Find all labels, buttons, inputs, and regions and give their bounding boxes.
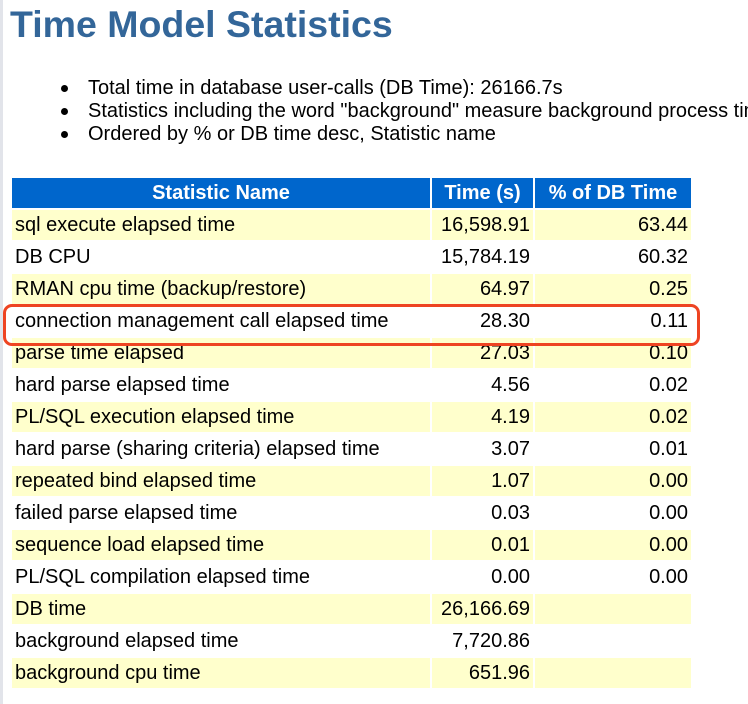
column-header-statistic-name: Statistic Name: [12, 178, 430, 208]
bullet-icon: [61, 131, 68, 138]
pct-db-time-cell: 60.32: [535, 242, 691, 272]
time-cell: 7,720.86: [432, 626, 533, 656]
bullet-icon: [61, 108, 68, 115]
notes-list: Total time in database user-calls (DB Ti…: [60, 77, 748, 146]
statistic-name-cell: failed parse elapsed time: [12, 498, 430, 528]
table-row-highlighted: connection management call elapsed time …: [12, 306, 691, 336]
time-cell: 15,784.19: [432, 242, 533, 272]
statistic-name-cell: connection management call elapsed time: [12, 306, 430, 336]
time-cell: 28.30: [432, 306, 533, 336]
time-cell: 1.07: [432, 466, 533, 496]
table-row: repeated bind elapsed time 1.07 0.00: [12, 466, 691, 496]
time-model-table: Statistic Name Time (s) % of DB Time sql…: [10, 176, 693, 690]
time-cell: 4.56: [432, 370, 533, 400]
page-left-edge: [0, 0, 3, 704]
table-row: hard parse elapsed time 4.56 0.02: [12, 370, 691, 400]
note-text: Ordered by % or DB time desc, Statistic …: [88, 123, 496, 145]
note-text: Statistics including the word "backgroun…: [88, 100, 748, 122]
time-cell: 16,598.91: [432, 210, 533, 240]
pct-db-time-cell: [535, 658, 691, 688]
statistic-name-cell: hard parse (sharing criteria) elapsed ti…: [12, 434, 430, 464]
time-cell: 26,166.69: [432, 594, 533, 624]
statistic-name-cell: hard parse elapsed time: [12, 370, 430, 400]
table-row: PL/SQL compilation elapsed time 0.00 0.0…: [12, 562, 691, 592]
table-row: parse time elapsed 27.03 0.10: [12, 338, 691, 368]
pct-db-time-cell: 0.02: [535, 402, 691, 432]
note-item: Statistics including the word "backgroun…: [60, 100, 748, 123]
table-row: PL/SQL execution elapsed time 4.19 0.02: [12, 402, 691, 432]
statistic-name-cell: sequence load elapsed time: [12, 530, 430, 560]
table-row: background cpu time 651.96: [12, 658, 691, 688]
time-cell: 0.00: [432, 562, 533, 592]
time-cell: 27.03: [432, 338, 533, 368]
pct-db-time-cell: [535, 594, 691, 624]
time-cell: 3.07: [432, 434, 533, 464]
column-header-pct-db-time: % of DB Time: [535, 178, 691, 208]
pct-db-time-cell: 0.00: [535, 530, 691, 560]
time-cell: 4.19: [432, 402, 533, 432]
pct-db-time-cell: 0.25: [535, 274, 691, 304]
table-row: sql execute elapsed time 16,598.91 63.44: [12, 210, 691, 240]
time-cell: 651.96: [432, 658, 533, 688]
column-header-time: Time (s): [432, 178, 533, 208]
statistic-name-cell: sql execute elapsed time: [12, 210, 430, 240]
time-cell: 64.97: [432, 274, 533, 304]
statistic-name-cell: PL/SQL execution elapsed time: [12, 402, 430, 432]
table-row: failed parse elapsed time 0.03 0.00: [12, 498, 691, 528]
time-cell: 0.01: [432, 530, 533, 560]
pct-db-time-cell: [535, 626, 691, 656]
table-row: hard parse (sharing criteria) elapsed ti…: [12, 434, 691, 464]
table-row: sequence load elapsed time 0.01 0.00: [12, 530, 691, 560]
table-header-row: Statistic Name Time (s) % of DB Time: [12, 178, 691, 208]
pct-db-time-cell: 0.10: [535, 338, 691, 368]
pct-db-time-cell: 0.00: [535, 562, 691, 592]
pct-db-time-cell: 0.00: [535, 466, 691, 496]
statistic-name-cell: PL/SQL compilation elapsed time: [12, 562, 430, 592]
statistic-name-cell: parse time elapsed: [12, 338, 430, 368]
note-item: Total time in database user-calls (DB Ti…: [60, 77, 748, 100]
statistic-name-cell: DB time: [12, 594, 430, 624]
statistic-name-cell: repeated bind elapsed time: [12, 466, 430, 496]
table-row: background elapsed time 7,720.86: [12, 626, 691, 656]
pct-db-time-cell: 0.00: [535, 498, 691, 528]
note-item: Ordered by % or DB time desc, Statistic …: [60, 123, 748, 146]
pct-db-time-cell: 0.01: [535, 434, 691, 464]
statistic-name-cell: RMAN cpu time (backup/restore): [12, 274, 430, 304]
page-title: Time Model Statistics: [10, 3, 393, 45]
note-text: Total time in database user-calls (DB Ti…: [88, 77, 563, 99]
pct-db-time-cell: 63.44: [535, 210, 691, 240]
statistic-name-cell: background elapsed time: [12, 626, 430, 656]
pct-db-time-cell: 0.02: [535, 370, 691, 400]
time-cell: 0.03: [432, 498, 533, 528]
statistic-name-cell: background cpu time: [12, 658, 430, 688]
statistic-name-cell: DB CPU: [12, 242, 430, 272]
pct-db-time-cell: 0.11: [535, 306, 691, 336]
table-row: DB time 26,166.69: [12, 594, 691, 624]
table-row: RMAN cpu time (backup/restore) 64.97 0.2…: [12, 274, 691, 304]
table-row: DB CPU 15,784.19 60.32: [12, 242, 691, 272]
bullet-icon: [61, 85, 68, 92]
